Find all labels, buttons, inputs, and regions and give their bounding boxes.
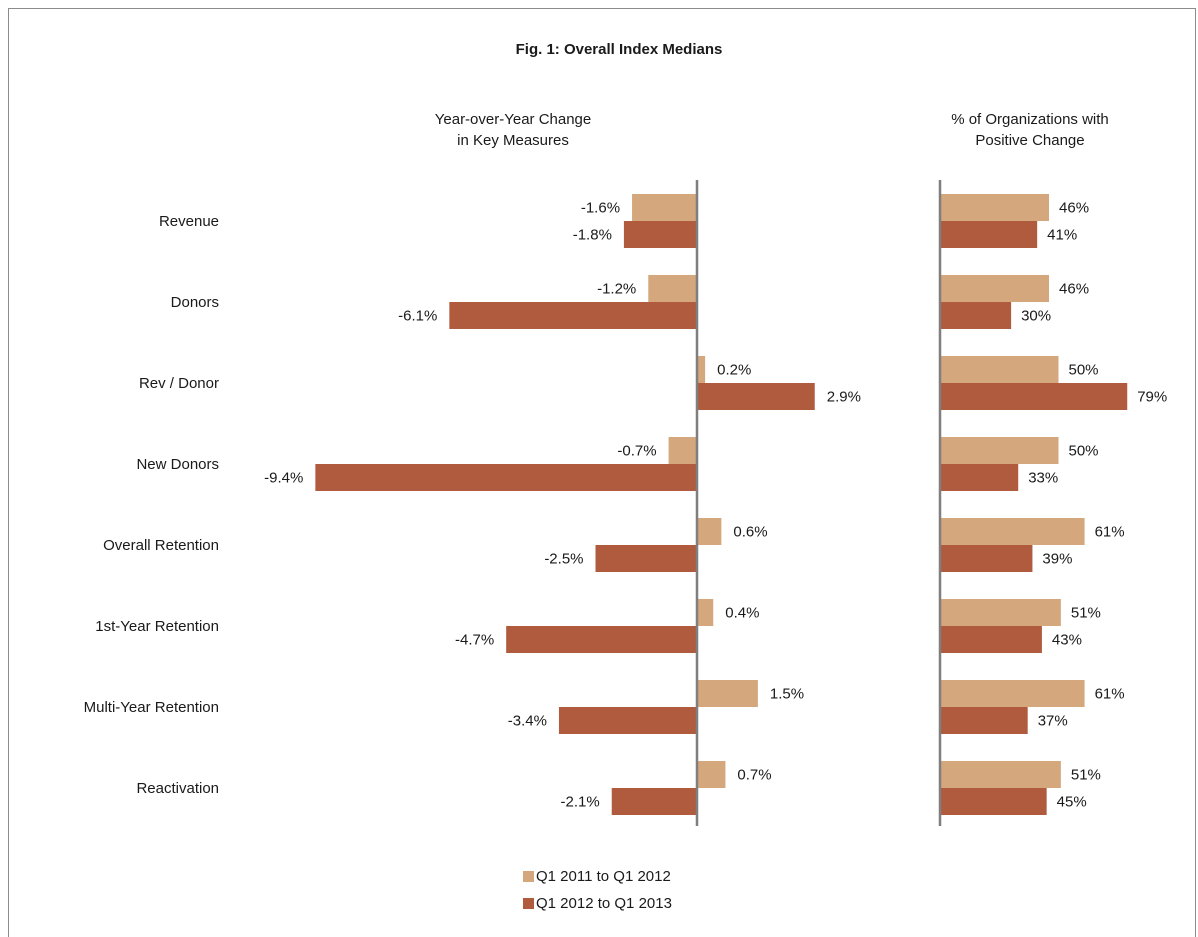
legend-label-series-1: Q1 2011 to Q1 2012 — [536, 868, 671, 885]
yoy-label-revenue-series-2: -1.8% — [573, 227, 612, 244]
positive-label-new-donors-series-2: 33% — [1028, 470, 1058, 487]
yoy-label-new-donors-series-1: -0.7% — [617, 443, 656, 460]
positive-label-reactivation-series-2: 45% — [1057, 794, 1087, 811]
positive-bar-rev-donor-series-1 — [940, 356, 1059, 383]
positive-label-revenue-series-1: 46% — [1059, 200, 1089, 217]
category-label-reactivation: Reactivation — [136, 780, 219, 797]
category-label-multi-year-retention: Multi-Year Retention — [84, 699, 219, 716]
legend-swatch-series-2 — [523, 898, 534, 909]
positive-label-donors-series-1: 46% — [1059, 281, 1089, 298]
yoy-bar-donors-series-1 — [648, 275, 697, 302]
category-label-overall-retention: Overall Retention — [103, 537, 219, 554]
positive-label-overall-retention-series-1: 61% — [1095, 524, 1125, 541]
yoy-bar-overall-retention-series-1 — [697, 518, 722, 545]
category-label-new-donors: New Donors — [136, 456, 219, 473]
yoy-label-reactivation-series-2: -2.1% — [561, 794, 600, 811]
positive-label-1st-year-retention-series-2: 43% — [1052, 632, 1082, 649]
yoy-label-donors-series-2: -6.1% — [398, 308, 437, 325]
category-label-donors: Donors — [171, 294, 219, 311]
positive-label-rev-donor-series-1: 50% — [1069, 362, 1099, 379]
positive-bar-overall-retention-series-2 — [940, 545, 1033, 572]
yoy-change-panel: -1.6% -1.2% 0.2% -0.7% 0.6% 0.4% 1.5% 0.7% -1.8%… — [264, 180, 861, 826]
yoy-label-multi-year-retention-series-1: 1.5% — [770, 686, 804, 703]
right-panel-title-line-2: Positive Change — [975, 132, 1084, 149]
category-label-revenue: Revenue — [159, 213, 219, 230]
yoy-label-1st-year-retention-series-2: -4.7% — [455, 632, 494, 649]
positive-bar-multi-year-retention-series-1 — [940, 680, 1085, 707]
yoy-bar-1st-year-retention-series-2 — [506, 626, 697, 653]
yoy-label-new-donors-series-2: -9.4% — [264, 470, 303, 487]
positive-bar-1st-year-retention-series-1 — [940, 599, 1061, 626]
positive-bar-multi-year-retention-series-2 — [940, 707, 1028, 734]
positive-bar-1st-year-retention-series-2 — [940, 626, 1042, 653]
positive-bar-donors-series-1 — [940, 275, 1050, 302]
right-panel-title-line-1: % of Organizations with — [951, 111, 1109, 128]
left-panel-title-line-2: in Key Measures — [457, 132, 569, 149]
chart-title: Fig. 1: Overall Index Medians — [516, 41, 723, 58]
yoy-label-rev-donor-series-2: 2.9% — [827, 389, 861, 406]
positive-label-multi-year-retention-series-2: 37% — [1038, 713, 1068, 730]
positive-bar-new-donors-series-2 — [940, 464, 1019, 491]
yoy-bar-multi-year-retention-series-1 — [697, 680, 758, 707]
positive-label-donors-series-2: 30% — [1021, 308, 1051, 325]
positive-bar-new-donors-series-1 — [940, 437, 1059, 464]
yoy-bar-rev-donor-series-2 — [697, 383, 815, 410]
legend: Q1 2011 to Q1 2012 Q1 2012 to Q1 2013 — [523, 868, 672, 912]
category-labels: Revenue Donors Rev / Donor New Donors Overal… — [84, 213, 219, 797]
yoy-bar-revenue-series-2 — [623, 221, 697, 248]
positive-bar-donors-series-2 — [940, 302, 1012, 329]
category-label-rev-donor: Rev / Donor — [139, 375, 219, 392]
positive-bar-reactivation-series-2 — [940, 788, 1047, 815]
yoy-label-overall-retention-series-2: -2.5% — [544, 551, 583, 568]
positive-bar-rev-donor-series-2 — [940, 383, 1128, 410]
yoy-bar-rev-donor-series-1 — [697, 356, 706, 383]
positive-label-overall-retention-series-2: 39% — [1042, 551, 1072, 568]
yoy-label-reactivation-series-1: 0.7% — [737, 767, 771, 784]
positive-bar-revenue-series-2 — [940, 221, 1038, 248]
positive-label-new-donors-series-1: 50% — [1069, 443, 1099, 460]
positive-label-revenue-series-2: 41% — [1047, 227, 1077, 244]
positive-label-reactivation-series-1: 51% — [1071, 767, 1101, 784]
yoy-label-overall-retention-series-1: 0.6% — [733, 524, 767, 541]
yoy-bar-reactivation-series-1 — [697, 761, 726, 788]
category-label-1st-year-retention: 1st-Year Retention — [95, 618, 219, 635]
positive-label-1st-year-retention-series-1: 51% — [1071, 605, 1101, 622]
positive-label-multi-year-retention-series-1: 61% — [1095, 686, 1125, 703]
yoy-bar-new-donors-series-2 — [315, 464, 697, 491]
positive-bar-overall-retention-series-1 — [940, 518, 1085, 545]
yoy-bar-donors-series-2 — [449, 302, 697, 329]
yoy-label-revenue-series-1: -1.6% — [581, 200, 620, 217]
positive-label-rev-donor-series-2: 79% — [1137, 389, 1167, 406]
yoy-label-1st-year-retention-series-1: 0.4% — [725, 605, 759, 622]
yoy-label-multi-year-retention-series-2: -3.4% — [508, 713, 547, 730]
positive-bar-reactivation-series-1 — [940, 761, 1061, 788]
yoy-bar-1st-year-retention-series-1 — [697, 599, 714, 626]
positive-change-panel: 46% 46% 50% 50% 61% 51% 61% 51% 41% 30% 79% 33% 39% 4… — [938, 180, 1167, 826]
chart-frame — [8, 8, 1196, 937]
yoy-bar-overall-retention-series-2 — [595, 545, 697, 572]
yoy-bar-multi-year-retention-series-2 — [558, 707, 697, 734]
yoy-bar-reactivation-series-2 — [611, 788, 697, 815]
left-panel-title-line-1: Year-over-Year Change — [435, 111, 592, 128]
legend-swatch-series-1 — [523, 871, 534, 882]
yoy-label-rev-donor-series-1: 0.2% — [717, 362, 751, 379]
legend-label-series-2: Q1 2012 to Q1 2013 — [536, 895, 672, 912]
yoy-bar-revenue-series-1 — [632, 194, 697, 221]
positive-bar-revenue-series-1 — [940, 194, 1050, 221]
yoy-bar-new-donors-series-1 — [668, 437, 697, 464]
yoy-label-donors-series-1: -1.2% — [597, 281, 636, 298]
